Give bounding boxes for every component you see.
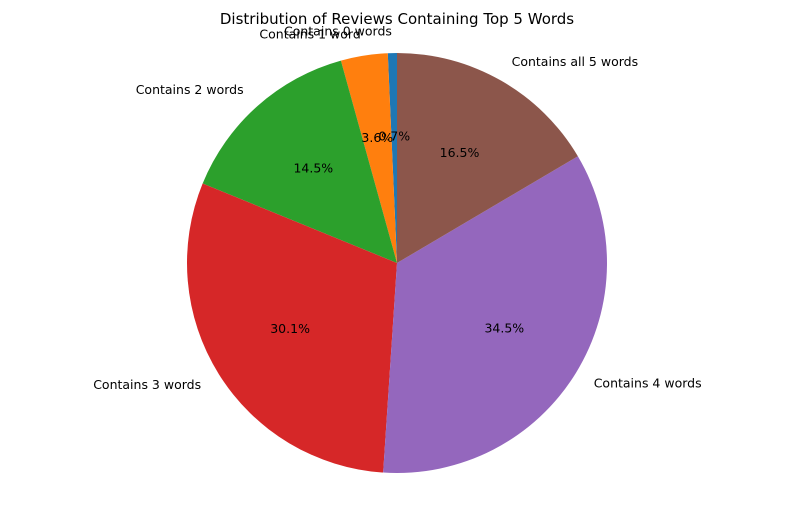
pie-slices (187, 52, 608, 473)
pie-slice-5 (397, 53, 578, 263)
slice-pct-label-4: 34.5% (484, 321, 524, 336)
slice-label-0: Contains 0 words (284, 24, 392, 39)
slice-pct-label-0: 0.7% (378, 129, 410, 144)
pie-slice-3 (187, 183, 397, 473)
pie-labels: Contains 0 words 0.7% Contains 1 word 3.6% C… (93, 24, 701, 392)
pie-slice-1 (340, 53, 397, 264)
slice-pct-label-5: 16.5% (440, 145, 480, 160)
slice-label-5: Contains all 5 words (512, 54, 638, 69)
slice-pct-label-2: 14.5% (293, 160, 333, 175)
slice-pct-label-1: 3.6% (361, 130, 393, 145)
slice-pct-label-3: 30.1% (270, 321, 310, 336)
chart-title: Distribution of Reviews Containing Top 5… (220, 10, 574, 28)
slice-label-1: Contains 1 word (259, 26, 360, 41)
pie-slice-0 (387, 52, 397, 263)
pie-slice-2 (202, 60, 397, 263)
pie-slice-4 (383, 156, 608, 473)
slice-label-4: Contains 4 words (594, 376, 702, 391)
slice-label-3: Contains 3 words (93, 377, 201, 392)
slice-label-2: Contains 2 words (136, 82, 244, 97)
